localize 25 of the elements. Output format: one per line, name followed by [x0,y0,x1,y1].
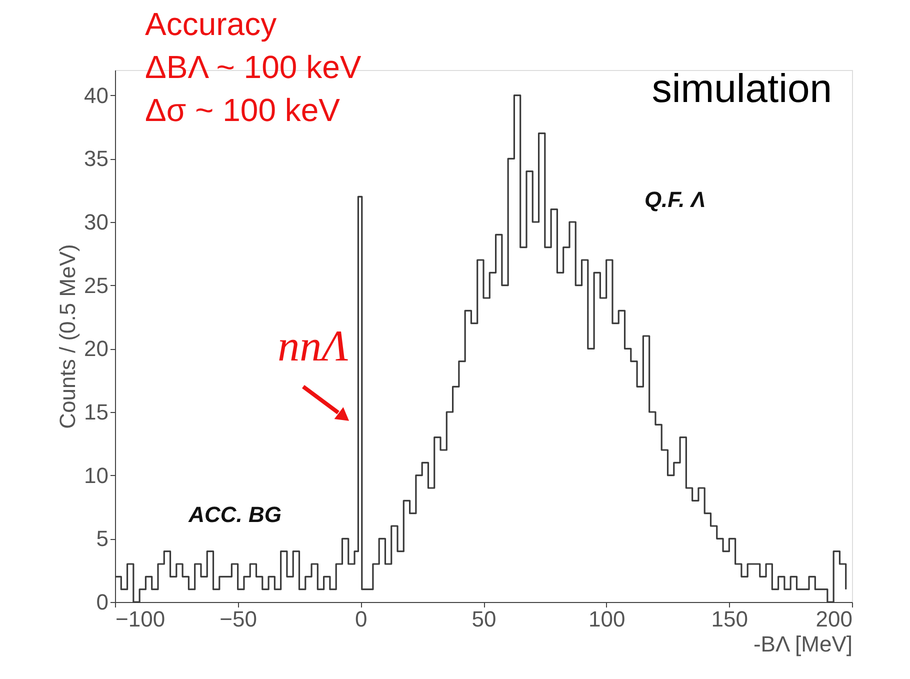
y-tick-label: 25 [84,272,108,298]
x-tick-label: 150 [711,606,748,632]
y-tick-label: 10 [84,462,108,488]
annotation: Δσ ~ 100 keV [145,92,341,128]
y-tick-label: 20 [84,336,108,362]
x-axis-title: -BΛ [MeV] [753,632,852,656]
x-tick-label: −50 [220,606,257,632]
annotation: ACC. BG [188,502,282,527]
x-tick-label: 0 [355,606,368,632]
y-tick-label: 5 [96,526,108,552]
annotation: nnΛ [278,322,349,371]
y-tick-label: 30 [84,210,108,234]
annotation: ΔBΛ ~ 100 keV [145,49,362,85]
text: Accuracy [145,6,277,42]
annotation: Q.F. Λ [644,187,706,212]
x-tick-label: 50 [472,606,496,632]
x-tick-label: −100 [116,606,166,632]
x-tick-label: 100 [588,606,626,632]
x-tick-label: 200 [816,606,852,632]
y-tick-label: 40 [84,82,108,108]
y-tick-label: 0 [96,590,108,614]
y-tick-label: 35 [84,146,108,172]
y-tick-label: 15 [84,400,108,424]
annotation: simulation [652,67,832,111]
y-axis-title: Counts / (0.5 MeV) [55,244,80,429]
